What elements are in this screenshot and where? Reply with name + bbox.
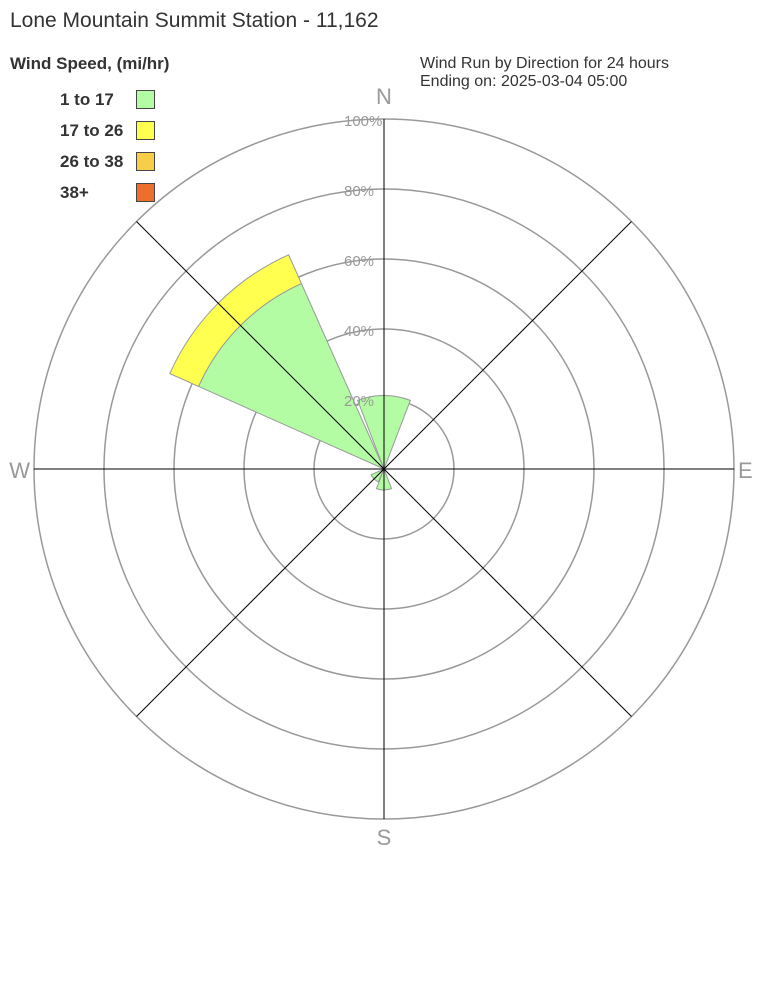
radial-tick-label: 60% bbox=[344, 253, 374, 270]
spoke-line bbox=[136, 468, 385, 717]
spoke-line bbox=[383, 221, 632, 470]
info-line-1: Wind Run by Direction for 24 hours bbox=[420, 55, 669, 72]
radial-tick-label: 100% bbox=[344, 113, 382, 130]
radial-tick-label: 40% bbox=[344, 323, 374, 340]
chart-info: Wind Run by Direction for 24 hours Endin… bbox=[420, 55, 669, 91]
compass-label-e: E bbox=[738, 458, 753, 483]
radial-tick-label: 20% bbox=[344, 393, 374, 410]
legend-label: 1 to 17 bbox=[60, 90, 114, 109]
spoke-line bbox=[383, 468, 632, 717]
legend-label: 26 to 38 bbox=[60, 152, 124, 171]
legend-swatch bbox=[136, 152, 155, 171]
legend-title: Wind Speed, (mi/hr) bbox=[10, 54, 170, 73]
legend-label: 38+ bbox=[60, 183, 89, 202]
spoke-line bbox=[136, 221, 385, 470]
compass-label-s: S bbox=[377, 825, 392, 850]
legend-swatch bbox=[136, 183, 155, 202]
compass-label-w: W bbox=[9, 458, 30, 483]
legend-swatch bbox=[136, 90, 155, 109]
info-line-2: Ending on: 2025-03-04 05:00 bbox=[420, 73, 628, 90]
chart-title: Lone Mountain Summit Station - 11,162 bbox=[10, 9, 379, 32]
legend-label: 17 to 26 bbox=[60, 121, 124, 140]
radial-tick-label: 80% bbox=[344, 183, 374, 200]
legend-swatch bbox=[136, 121, 155, 140]
compass-label-n: N bbox=[376, 84, 392, 109]
